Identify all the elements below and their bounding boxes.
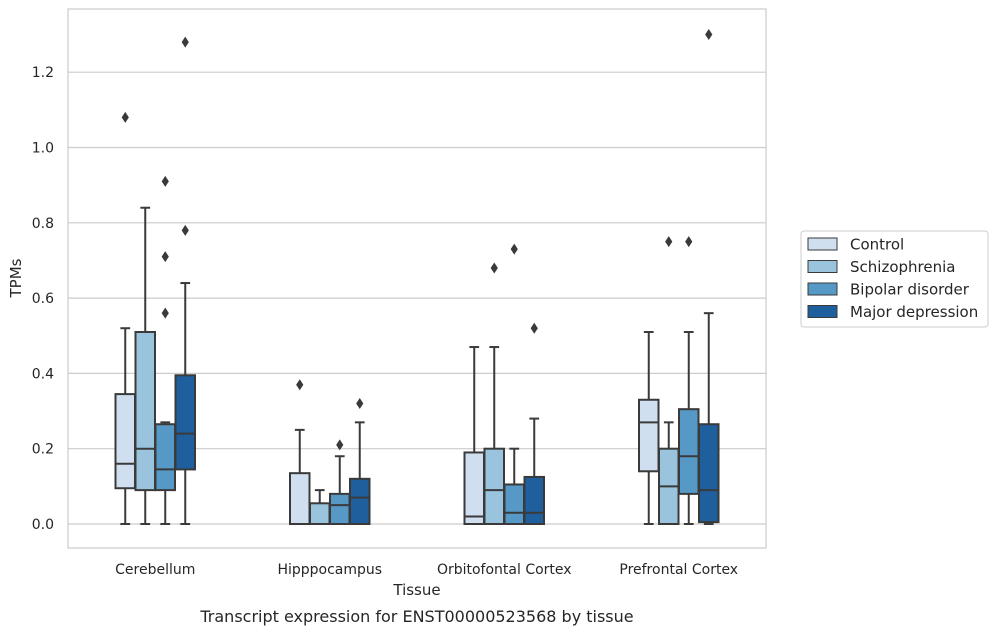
box-major-depression bbox=[698, 29, 720, 525]
outlier-point bbox=[161, 251, 169, 263]
box-iqr bbox=[174, 374, 196, 471]
legend-frame bbox=[800, 230, 989, 328]
y-tick-label: 1.0 bbox=[32, 141, 54, 157]
y-tick-label: 0.0 bbox=[32, 517, 54, 533]
box-iqr bbox=[309, 502, 331, 526]
legend-swatch bbox=[807, 237, 838, 251]
x-tick-label: Cerebellum bbox=[115, 562, 195, 578]
box-iqr bbox=[638, 398, 660, 473]
box-iqr bbox=[698, 423, 720, 524]
box-control bbox=[463, 346, 485, 525]
legend-label: Major depression bbox=[850, 303, 978, 321]
chart-caption: Transcript expression for ENST0000052356… bbox=[199, 607, 633, 626]
box-iqr bbox=[523, 475, 545, 525]
x-axis-title: Tissue bbox=[392, 581, 440, 599]
x-tick-label: Orbitofontal Cortex bbox=[437, 562, 572, 578]
y-tick-label: 0.2 bbox=[32, 442, 54, 458]
box-iqr bbox=[114, 393, 136, 490]
box-bipolar-disorder bbox=[329, 439, 351, 526]
outlier-point bbox=[181, 224, 189, 236]
outlier-point bbox=[356, 398, 364, 410]
legend-swatch bbox=[807, 260, 838, 273]
x-tick-label: Prefrontal Cortex bbox=[619, 562, 738, 578]
outlier-point bbox=[161, 307, 169, 319]
box-bipolar-disorder bbox=[503, 243, 525, 525]
box-iqr bbox=[154, 423, 176, 492]
box-iqr bbox=[349, 477, 371, 526]
y-tick-label: 0.8 bbox=[32, 216, 54, 232]
legend-label: Control bbox=[850, 236, 904, 254]
outlier-point bbox=[161, 175, 169, 187]
outlier-point bbox=[530, 322, 538, 334]
box-major-depression bbox=[174, 36, 196, 525]
outlier-point bbox=[181, 36, 189, 48]
box-schizophrenia bbox=[483, 262, 505, 526]
outlier-point bbox=[121, 111, 129, 123]
plot-frame bbox=[67, 8, 767, 549]
y-tick-labels: 0.0 0.2 0.4 0.6 0.8 1.0 1.2 bbox=[32, 65, 54, 533]
box-iqr bbox=[483, 447, 505, 526]
box-iqr bbox=[329, 492, 351, 526]
box-iqr bbox=[289, 472, 311, 525]
box-control bbox=[114, 111, 136, 525]
box-iqr bbox=[503, 483, 525, 525]
box-control bbox=[289, 379, 311, 525]
legend-swatch bbox=[807, 282, 838, 296]
box-iqr bbox=[678, 408, 700, 495]
legend: Control Schizophrenia Bipolar disorder Majo… bbox=[800, 230, 989, 328]
outlier-point bbox=[490, 262, 498, 274]
x-tick-label: Hipppocampus bbox=[277, 562, 382, 578]
y-tick-label: 0.4 bbox=[32, 366, 54, 382]
y-tick-label: 0.6 bbox=[32, 291, 54, 307]
outlier-point bbox=[705, 29, 713, 41]
box-iqr bbox=[134, 330, 156, 492]
legend-label: Bipolar disorder bbox=[850, 281, 970, 299]
outlier-point bbox=[296, 379, 304, 391]
outlier-point bbox=[685, 236, 693, 248]
outlier-point bbox=[665, 236, 673, 248]
box-major-depression bbox=[349, 398, 371, 526]
box-control bbox=[638, 330, 660, 525]
legend-swatch bbox=[807, 305, 838, 318]
box-iqr bbox=[463, 451, 485, 525]
box-schizophrenia bbox=[134, 206, 156, 525]
box-schizophrenia bbox=[658, 236, 680, 526]
outlier-point bbox=[336, 439, 344, 451]
x-tick-labels: Cerebellum Hipppocampus Orbitofontal Corte… bbox=[115, 562, 738, 578]
box-major-depression bbox=[523, 322, 545, 525]
box-schizophrenia bbox=[309, 489, 331, 526]
box-bipolar-disorder bbox=[154, 175, 176, 525]
legend-label: Schizophrenia bbox=[850, 258, 955, 276]
outlier-point bbox=[510, 243, 518, 255]
y-axis-title: TPMs bbox=[7, 258, 25, 298]
y-tick-label: 1.2 bbox=[32, 65, 54, 81]
boxes-layer bbox=[114, 29, 720, 526]
